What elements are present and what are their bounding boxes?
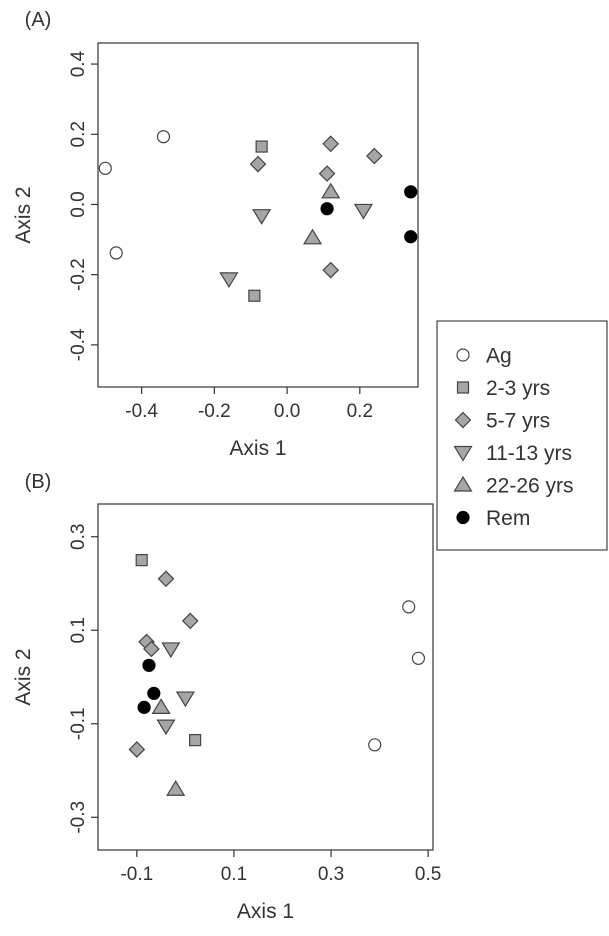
legend-marker-11-13-yrs bbox=[453, 445, 473, 462]
point-ag bbox=[368, 738, 382, 752]
point-rem bbox=[137, 700, 151, 714]
point-11-13-yrs bbox=[156, 719, 176, 736]
y-tick-label: -0.3 bbox=[68, 801, 89, 834]
x-tick-label: 0.3 bbox=[318, 864, 344, 885]
point-5-7-yrs bbox=[249, 155, 267, 173]
point-ag bbox=[109, 246, 123, 260]
legend-marker-22-26-yrs bbox=[453, 475, 473, 492]
panel-label: (B) bbox=[25, 471, 52, 493]
point-5-7-yrs bbox=[143, 640, 160, 658]
point-2-3-yrs bbox=[248, 289, 261, 302]
point-2-3-yrs bbox=[255, 140, 268, 153]
x-tick-label: -0.4 bbox=[125, 401, 158, 422]
legend-label-11-13-yrs: 11-13 yrs bbox=[486, 442, 572, 465]
legend-marker-ag bbox=[456, 348, 470, 362]
legend-label-2-3-yrs: 2-3 yrs bbox=[486, 377, 550, 400]
legend-marker-5-7-yrs bbox=[454, 411, 472, 429]
point-ag bbox=[411, 651, 426, 665]
y-tick-label: 0.1 bbox=[68, 617, 89, 643]
point-22-26-yrs bbox=[151, 698, 171, 714]
point-5-7-yrs bbox=[366, 147, 383, 165]
y-tick-label: -0.1 bbox=[68, 707, 89, 740]
x-tick-label: 0.1 bbox=[221, 864, 247, 885]
legend-label-rem: Rem bbox=[486, 507, 530, 530]
point-11-13-yrs bbox=[252, 209, 272, 225]
y-tick-label: 0.2 bbox=[68, 121, 89, 147]
point-22-26-yrs bbox=[321, 182, 341, 199]
point-5-7-yrs bbox=[322, 135, 340, 153]
point-5-7-yrs bbox=[318, 165, 336, 182]
y-tick-label: 0.3 bbox=[68, 524, 89, 550]
point-ag bbox=[156, 130, 171, 144]
x-axis-label: Axis 1 bbox=[229, 437, 286, 460]
point-11-13-yrs bbox=[161, 642, 181, 659]
point-11-13-yrs bbox=[175, 691, 195, 708]
legend: Ag 2-3 yrs 5-7 yrs 11-13 yrs 22-26 yrs Rem bbox=[436, 320, 608, 551]
legend-label-22-26-yrs: 22-26 yrs bbox=[486, 475, 574, 498]
point-rem bbox=[147, 686, 161, 700]
point-rem bbox=[404, 230, 418, 244]
point-2-3-yrs bbox=[135, 554, 148, 567]
point-5-7-yrs bbox=[128, 741, 146, 758]
point-11-13-yrs bbox=[219, 272, 239, 289]
point-22-26-yrs bbox=[302, 228, 323, 245]
y-tick-label: 0.4 bbox=[68, 50, 89, 77]
point-ag bbox=[402, 600, 416, 614]
y-axis-label: Axis 2 bbox=[12, 648, 35, 705]
panel-b: -0.1 0.1 0.3 0.5 -0.3 -0.1 0.1 0.3 Axis 1 Axis 2 (… bbox=[12, 471, 441, 923]
y-tick-label: 0.0 bbox=[68, 191, 89, 217]
point-rem bbox=[404, 185, 418, 199]
x-tick-label: -0.2 bbox=[198, 401, 231, 422]
point-2-3-yrs bbox=[189, 734, 202, 747]
x-tick-label: 0.2 bbox=[347, 401, 373, 422]
x-tick-label: -0.1 bbox=[120, 864, 153, 885]
legend-marker-rem bbox=[456, 510, 470, 525]
x-tick-label: 0.0 bbox=[274, 401, 300, 422]
point-5-7-yrs bbox=[322, 261, 340, 279]
legend-marker-2-3-yrs bbox=[456, 381, 470, 394]
y-tick-label: -0.2 bbox=[68, 258, 89, 291]
y-tick-label: -0.4 bbox=[68, 328, 89, 361]
plot-frame bbox=[97, 503, 434, 851]
plot-frame bbox=[97, 42, 419, 388]
point-5-7-yrs bbox=[181, 612, 199, 630]
point-11-13-yrs bbox=[353, 203, 374, 220]
x-axis-label: Axis 1 bbox=[237, 900, 294, 923]
x-tick-label: 0.5 bbox=[415, 864, 441, 885]
y-axis-label: Axis 2 bbox=[12, 186, 35, 243]
panel-label: (A) bbox=[25, 9, 52, 31]
legend-label-5-7-yrs: 5-7 yrs bbox=[486, 410, 550, 433]
point-5-7-yrs bbox=[157, 570, 175, 588]
point-ag bbox=[98, 161, 112, 175]
point-rem bbox=[142, 658, 156, 672]
legend-label-ag: Ag bbox=[486, 345, 512, 368]
point-22-26-yrs bbox=[166, 780, 186, 796]
panel-a: -0.4 -0.2 0.0 0.2 -0.4 -0.2 0.0 0.2 0.4 Axis 1 Axi… bbox=[12, 9, 419, 460]
point-rem bbox=[320, 202, 334, 216]
